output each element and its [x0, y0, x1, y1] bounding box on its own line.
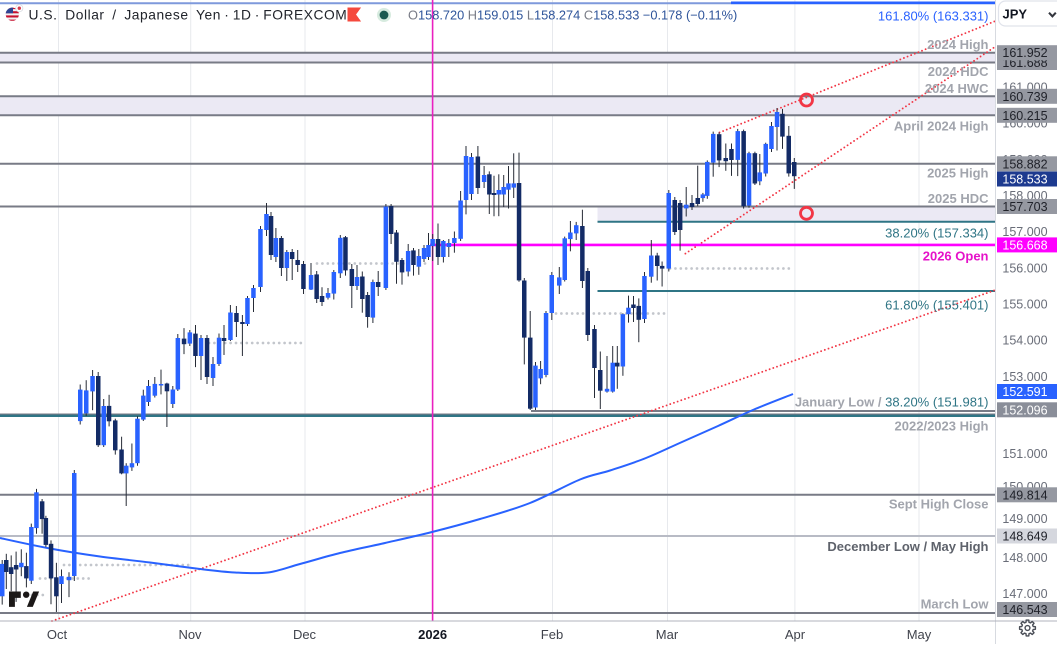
svg-text:157.000: 157.000 [1002, 225, 1047, 239]
svg-text:2026: 2026 [418, 627, 447, 642]
svg-text:156.000: 156.000 [1002, 261, 1047, 275]
svg-text:O158.720 H159.015 L158.274 C15: O158.720 H159.015 L158.274 C158.533 −0.1… [408, 7, 737, 22]
svg-text:146.543: 146.543 [1002, 603, 1047, 617]
svg-text:2025 HDC: 2025 HDC [928, 191, 989, 206]
svg-text:Sept High Close: Sept High Close [889, 496, 989, 511]
svg-text:152.591: 152.591 [1002, 385, 1047, 399]
svg-text:148.649: 148.649 [1002, 530, 1047, 544]
svg-text:158.533: 158.533 [1002, 173, 1047, 187]
svg-text:156.668: 156.668 [1002, 238, 1047, 252]
svg-text:147.000: 147.000 [1002, 587, 1047, 601]
svg-text:152.096: 152.096 [1002, 403, 1047, 417]
svg-text:JPY: JPY [1003, 7, 1028, 22]
svg-text:Apr: Apr [785, 627, 806, 642]
svg-text:161.80% (163.331): 161.80% (163.331) [878, 8, 989, 23]
svg-text:160.215: 160.215 [1002, 109, 1047, 123]
svg-text:April 2024 High: April 2024 High [894, 119, 989, 134]
svg-text:Dec: Dec [293, 627, 317, 642]
svg-text:Mar: Mar [656, 627, 679, 642]
svg-text:148.000: 148.000 [1002, 551, 1047, 565]
svg-text:161.952: 161.952 [1002, 46, 1047, 60]
svg-text:U.S. Dollar / Japanese Yen: U.S. Dollar / Japanese Yen · 1D · FOREXC… [29, 8, 348, 23]
svg-text:2024 HWC: 2024 HWC [925, 81, 989, 96]
svg-text:2022/2023 High: 2022/2023 High [895, 419, 989, 434]
svg-text:2026 Open: 2026 Open [923, 248, 989, 263]
svg-text:158.882: 158.882 [1002, 157, 1047, 171]
svg-text:157.703: 157.703 [1002, 200, 1047, 214]
svg-text:May: May [907, 627, 932, 642]
svg-text:January Low / 38.20% (151.981): January Low / 38.20% (151.981) [795, 395, 989, 410]
svg-text:155.000: 155.000 [1002, 298, 1047, 312]
svg-text:151.000: 151.000 [1002, 447, 1047, 461]
svg-text:154.000: 154.000 [1002, 334, 1047, 348]
svg-text:Nov: Nov [178, 627, 202, 642]
svg-text:2024 HDC: 2024 HDC [928, 64, 989, 79]
svg-text:2025 High: 2025 High [927, 166, 988, 181]
svg-text:38.20% (157.334): 38.20% (157.334) [885, 226, 988, 241]
svg-text:Oct: Oct [47, 627, 68, 642]
svg-text:149.814: 149.814 [1002, 488, 1047, 502]
svg-text:153.000: 153.000 [1002, 370, 1047, 384]
svg-text:61.80% (155.401): 61.80% (155.401) [885, 298, 988, 313]
svg-text:March Low: March Low [921, 597, 990, 612]
svg-text:160.739: 160.739 [1002, 90, 1047, 104]
svg-text:2024 High: 2024 High [927, 37, 988, 52]
svg-text:December Low / May High: December Low / May High [827, 539, 988, 554]
svg-text:Feb: Feb [541, 627, 563, 642]
svg-text:149.000: 149.000 [1002, 512, 1047, 526]
